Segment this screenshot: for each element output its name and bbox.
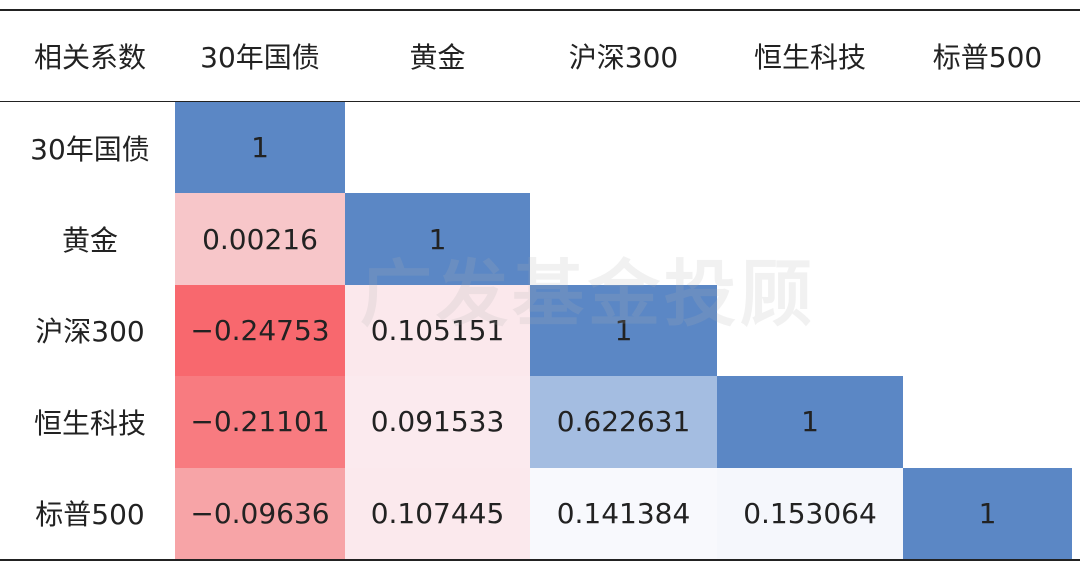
row-label: 恒生科技 (33, 406, 146, 440)
row-label: 黄金 (61, 224, 118, 258)
matrix-cell: 0.00216 (175, 193, 345, 285)
corner-header: 相关系数 (33, 41, 146, 74)
column-header: 沪深300 (568, 41, 679, 74)
matrix-cell: 0.091533 (345, 376, 530, 468)
matrix-cell: 0.153064 (717, 467, 903, 559)
top-rule (0, 9, 1080, 11)
matrix-cell: 0.141384 (530, 467, 717, 559)
matrix-cell: 0.105151 (345, 284, 530, 377)
column-header: 恒生科技 (753, 41, 866, 74)
bottom-rule (0, 559, 1080, 561)
matrix-cell: 0.622631 (530, 376, 717, 468)
matrix-cell: 1 (530, 284, 717, 377)
column-header: 标普500 (932, 41, 1043, 74)
header-rule (0, 101, 1080, 102)
row-label: 沪深300 (35, 315, 145, 349)
row-label: 标普500 (35, 498, 145, 532)
matrix-cell: 0.107445 (345, 467, 530, 559)
matrix-cell: 1 (345, 193, 530, 285)
column-header: 黄金 (409, 41, 466, 74)
row-label: 30年国债 (30, 132, 150, 166)
matrix-cell: −0.09636 (175, 467, 345, 559)
matrix-cell: 1 (175, 102, 345, 194)
matrix-cell: 1 (717, 376, 903, 468)
watermark: 广发基金投顾 (360, 252, 817, 336)
column-header: 30年国债 (200, 41, 320, 74)
matrix-cell: 1 (903, 467, 1072, 559)
matrix-cell: −0.21101 (175, 376, 345, 468)
matrix-cell: −0.24753 (175, 284, 345, 377)
